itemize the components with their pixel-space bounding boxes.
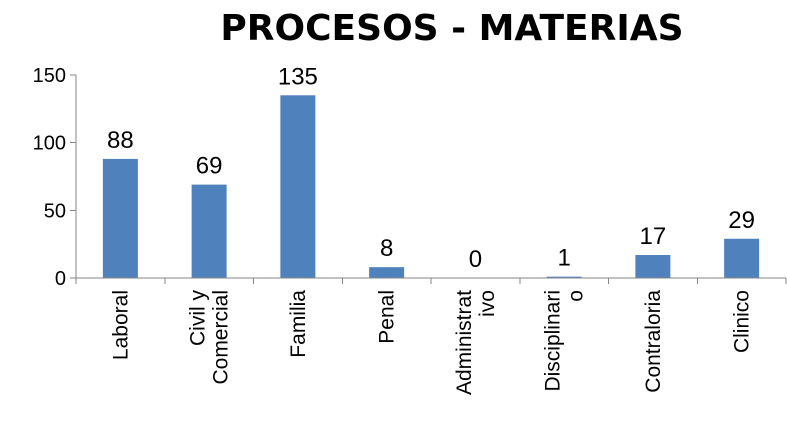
data-label: 88 [107, 127, 134, 154]
bars [102, 95, 760, 278]
data-labels: 88 69 135 8 0 1 17 29 [107, 63, 755, 273]
category-label: Clinico [731, 290, 754, 353]
data-label: 1 [557, 245, 570, 272]
bar [369, 267, 405, 278]
category-label: Civil yComercial [187, 290, 233, 385]
data-label: 8 [380, 235, 393, 262]
category-label: Laboral [109, 290, 132, 360]
bar [635, 254, 671, 278]
category-label: Familia [287, 290, 310, 358]
y-tick-label: 0 [55, 268, 66, 290]
x-axis: Laboral Civil yComercial Familia Penal Admin… [75, 277, 787, 395]
data-label: 135 [278, 63, 318, 90]
data-label: 69 [196, 153, 223, 180]
data-label: 17 [640, 223, 667, 250]
bar [102, 158, 138, 278]
y-tick-label: 100 [33, 133, 66, 155]
y-tick-label: 50 [44, 200, 66, 222]
y-tick-label: 150 [33, 65, 66, 87]
category-label: Contraloria [642, 290, 665, 393]
bar [724, 238, 760, 278]
category-label: Disciplinario [542, 290, 588, 392]
bar [280, 95, 316, 278]
category-label: Penal [376, 290, 399, 344]
chart-title: PROCESOS - MATERIAS [220, 8, 683, 49]
y-axis: 0 50 100 150 [33, 65, 77, 290]
category-label: Administrativo [453, 290, 499, 395]
bar [191, 184, 227, 278]
data-label: 0 [469, 246, 482, 273]
data-label: 29 [728, 207, 755, 234]
bar [546, 276, 582, 278]
